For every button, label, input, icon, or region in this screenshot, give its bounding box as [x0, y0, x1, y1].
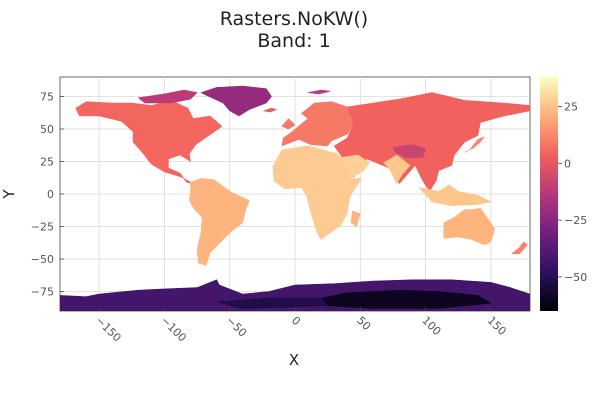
- y-tick-label: −50: [31, 253, 54, 266]
- y-tick-label: 50: [40, 123, 54, 136]
- colorbar-tick-label: −25: [564, 214, 587, 227]
- land-region: [272, 145, 362, 240]
- x-tick-label: −100: [158, 314, 189, 345]
- land-region: [307, 89, 331, 95]
- y-tick-label: −75: [31, 286, 54, 299]
- land-region: [216, 297, 328, 309]
- raster-layer: [60, 85, 530, 311]
- x-tick-label: 0: [289, 314, 303, 328]
- land-region: [511, 241, 528, 255]
- colorbar-tick-label: 0: [564, 157, 571, 170]
- colorbar: [540, 77, 558, 311]
- x-axis: −150 −100 −50 0 50 100 150: [93, 307, 509, 344]
- x-tick-label: −150: [93, 314, 124, 345]
- land-region: [340, 154, 370, 178]
- land-region: [383, 154, 411, 184]
- y-axis: −75 −50 −25 0 25 50 75: [31, 91, 64, 299]
- land-region: [392, 144, 426, 158]
- colorbar-tick-label: 25: [564, 101, 578, 114]
- land-region: [418, 184, 492, 206]
- y-axis-label: Y: [0, 189, 18, 200]
- land-region: [281, 118, 296, 130]
- chart-subtitle: Band: 1: [257, 30, 330, 52]
- land-region: [443, 208, 496, 245]
- x-tick-label: 50: [354, 314, 373, 333]
- y-tick-label: 75: [40, 91, 54, 104]
- land-region: [281, 101, 355, 147]
- y-tick-label: −25: [31, 221, 54, 234]
- colorbar-ticks: 25 0 −25 −50: [558, 101, 587, 284]
- x-axis-label: X: [289, 351, 299, 369]
- colorbar-tick-label: −50: [564, 271, 587, 284]
- land-region: [263, 107, 278, 113]
- x-tick-label: 100: [419, 314, 443, 338]
- y-tick-label: 0: [47, 188, 54, 201]
- x-tick-label: −50: [224, 314, 250, 340]
- land-region: [320, 289, 492, 309]
- land-region: [464, 136, 485, 153]
- land-region: [138, 89, 198, 104]
- chart-title: Rasters.NoKW(): [220, 8, 368, 30]
- land-region: [200, 85, 272, 117]
- land-region: [350, 210, 361, 227]
- x-tick-label: 150: [485, 314, 509, 338]
- y-tick-label: 25: [40, 156, 54, 169]
- land-region: [189, 178, 250, 266]
